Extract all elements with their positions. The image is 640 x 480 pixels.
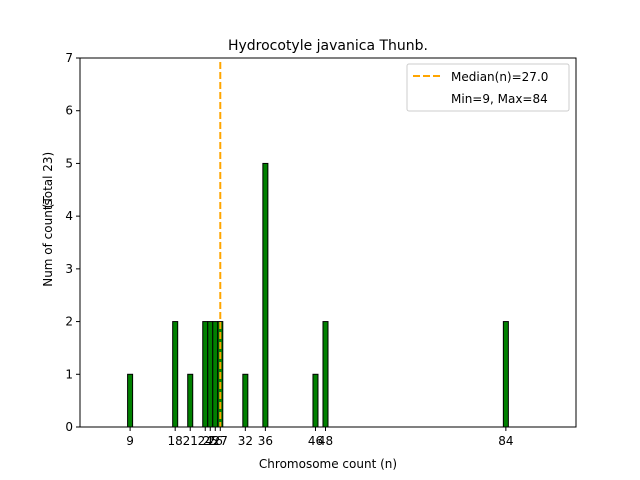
- x-tick-label: 27: [213, 434, 228, 448]
- x-tick-label: 32: [238, 434, 253, 448]
- y-axis-total-label: (Total 23): [41, 152, 55, 208]
- y-tick-label: 0: [65, 420, 73, 434]
- x-tick-label: 46: [308, 434, 323, 448]
- bar-n-84: [502, 321, 509, 428]
- x-axis-label: Chromosome count (n): [259, 457, 397, 471]
- y-tick-label: 2: [65, 315, 73, 329]
- x-tick-label: 18: [168, 434, 183, 448]
- legend-median-label: Median(n)=27.0: [451, 70, 548, 84]
- bar-n-25: [207, 321, 214, 428]
- bar-n-48: [322, 321, 329, 428]
- chart-title: Hydrocotyle javanica Thunb.: [228, 38, 428, 54]
- legend-range-label: Min=9, Max=84: [451, 92, 548, 106]
- bar-n-24: [202, 321, 209, 428]
- bar-n-9: [127, 373, 134, 428]
- y-tick-label: 3: [65, 262, 73, 276]
- x-tick-label: 25: [203, 434, 218, 448]
- legend-box: [406, 63, 570, 112]
- x-tick-label: 9: [126, 434, 134, 448]
- y-tick-label: 7: [65, 51, 73, 65]
- bar-n-26: [212, 321, 219, 428]
- x-tick-label: 36: [258, 434, 273, 448]
- bar-n-18: [172, 321, 179, 428]
- y-tick-label: 4: [65, 209, 73, 223]
- x-tick-label: 24: [198, 434, 213, 448]
- y-tick-label: 6: [65, 104, 73, 118]
- bar-n-36: [262, 162, 269, 428]
- y-axis-label: Num of counts: [41, 199, 55, 287]
- bar-n-32: [242, 373, 249, 428]
- x-tick-label: 48: [318, 434, 333, 448]
- bar-n-46: [312, 373, 319, 428]
- axes-frame: [79, 57, 577, 428]
- x-tick-label: 21: [183, 434, 198, 448]
- x-tick-label: 26: [208, 434, 223, 448]
- bar-n-21: [187, 373, 194, 428]
- legend: Median(n)=27.0 Min=9, Max=84: [406, 63, 570, 112]
- y-tick-label: 5: [65, 156, 73, 170]
- y-tick-label: 1: [65, 367, 73, 381]
- x-tick-label: 84: [498, 434, 513, 448]
